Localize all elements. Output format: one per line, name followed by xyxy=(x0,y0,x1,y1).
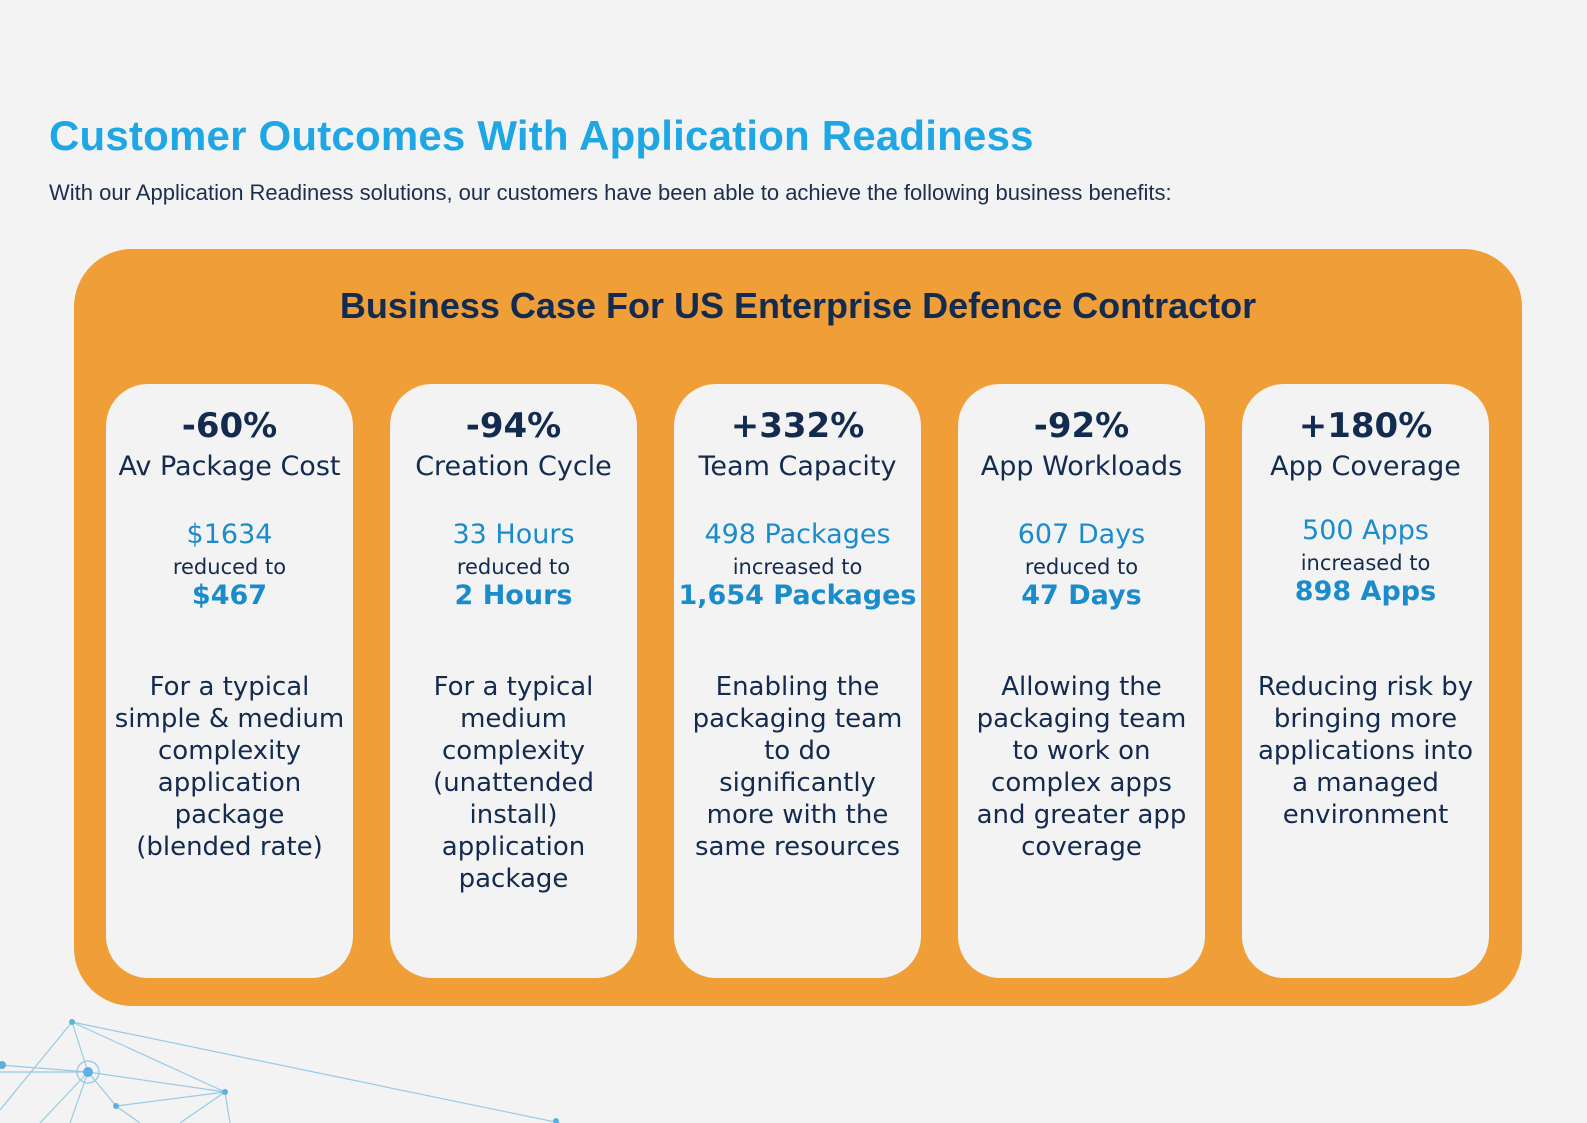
card-from-value: 498 Packages xyxy=(704,519,891,550)
card-to-value: 2 Hours xyxy=(454,580,573,611)
card-to-value: 898 Apps xyxy=(1294,576,1437,607)
card-connector: increased to xyxy=(1300,551,1431,575)
outcome-card-app-coverage: +180% App Coverage 500 Apps increased to… xyxy=(1242,384,1489,978)
card-to-value: 47 Days xyxy=(1021,580,1142,611)
card-label: Av Package Cost xyxy=(118,451,341,482)
outcome-card-creation-cycle: -94% Creation Cycle 33 Hours reduced to … xyxy=(390,384,637,978)
outcome-card-package-cost: -60% Av Package Cost $1634 reduced to $4… xyxy=(106,384,353,978)
card-description: Reducing risk by bringing more applicati… xyxy=(1257,672,1474,830)
card-percent: -94% xyxy=(465,406,562,446)
card-percent: +332% xyxy=(730,406,865,446)
card-description: Enabling the packaging team to do signif… xyxy=(692,672,903,862)
card-from-value: 33 Hours xyxy=(452,519,575,550)
card-label: App Workloads xyxy=(980,451,1183,482)
card-from-value: $1634 xyxy=(186,519,273,550)
card-percent: +180% xyxy=(1298,406,1433,446)
outcome-card-team-capacity: +332% Team Capacity 498 Packages increas… xyxy=(674,384,921,978)
card-to-value: $467 xyxy=(191,580,268,611)
network-graphic xyxy=(0,1019,561,1123)
card-description: For a typical simple & medium complexity… xyxy=(114,672,345,862)
panel-title: Business Case For US Enterprise Defence … xyxy=(339,285,1257,326)
card-description: For a typical medium complexity (unatten… xyxy=(433,672,594,894)
card-label: App Coverage xyxy=(1270,451,1461,482)
card-label: Creation Cycle xyxy=(415,451,612,482)
page-title: Customer Outcomes With Application Readi… xyxy=(49,112,1034,159)
card-from-value: 607 Days xyxy=(1017,519,1146,550)
card-connector: increased to xyxy=(732,555,863,579)
card-description: Allowing the packaging team to work on c… xyxy=(976,672,1187,862)
page-subtitle: With our Application Readiness solutions… xyxy=(49,180,1172,205)
card-connector: reduced to xyxy=(456,555,571,579)
outcome-card-app-workloads: -92% App Workloads 607 Days reduced to 4… xyxy=(958,384,1205,978)
card-connector: reduced to xyxy=(1024,555,1139,579)
business-case-panel: Business Case For US Enterprise Defence … xyxy=(74,249,1522,1006)
card-percent: -60% xyxy=(181,406,278,446)
card-label: Team Capacity xyxy=(698,451,897,482)
card-from-value: 500 Apps xyxy=(1302,515,1429,546)
card-to-value: 1,654 Packages xyxy=(678,580,917,611)
card-connector: reduced to xyxy=(172,555,287,579)
card-percent: -92% xyxy=(1033,406,1130,446)
